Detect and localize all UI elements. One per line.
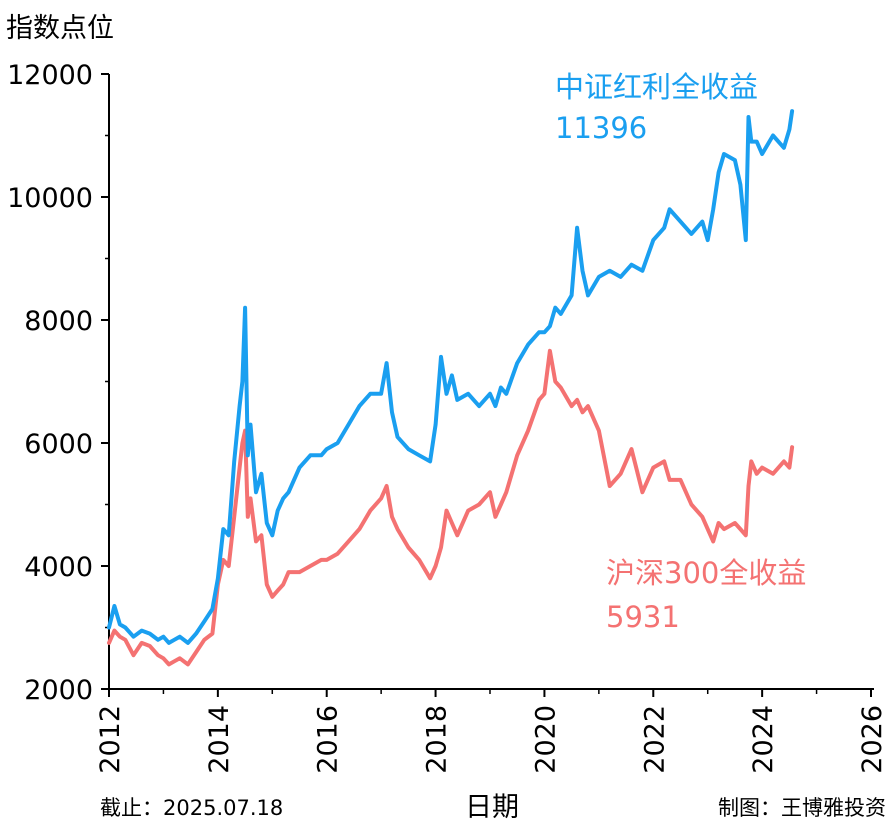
x-axis-title: 日期	[465, 792, 519, 823]
x-axis-ticks: 2012 2014 2016 2018 2020 2022 2024 2026	[95, 689, 888, 774]
series-line-dividend	[107, 109, 795, 645]
x-tick-label: 2016	[313, 705, 344, 774]
x-tick-label: 2026	[857, 705, 888, 774]
x-tick-label: 2014	[204, 705, 235, 774]
y-tick-label: 10000	[7, 183, 93, 214]
series-end-value-dividend: 11396	[555, 111, 647, 145]
y-tick-label: 4000	[24, 552, 93, 583]
series-label-hs300: 沪深300全收益	[606, 556, 806, 590]
footer-date: 截止：2025.07.18	[100, 796, 283, 820]
y-tick-label: 8000	[24, 306, 93, 337]
series-end-value-hs300: 5931	[606, 600, 680, 634]
x-tick-label: 2024	[748, 705, 779, 774]
series-line-hs300	[107, 348, 795, 667]
footer-credit: 制图：王博雅投资	[718, 796, 886, 820]
x-tick-label: 2018	[422, 705, 453, 774]
x-tick-label: 2020	[530, 705, 561, 774]
y-tick-label: 2000	[24, 675, 93, 706]
y-tick-label: 6000	[24, 429, 93, 460]
x-tick-label: 2022	[639, 705, 670, 774]
x-tick-label: 2012	[95, 705, 126, 774]
y-axis-title: 指数点位	[6, 13, 114, 44]
series-label-dividend: 中证红利全收益	[555, 70, 758, 104]
series-lines	[107, 109, 795, 667]
y-tick-label: 12000	[7, 60, 93, 91]
y-axis-ticks: 2000 4000 6000 8000 10000 12000	[7, 60, 109, 706]
